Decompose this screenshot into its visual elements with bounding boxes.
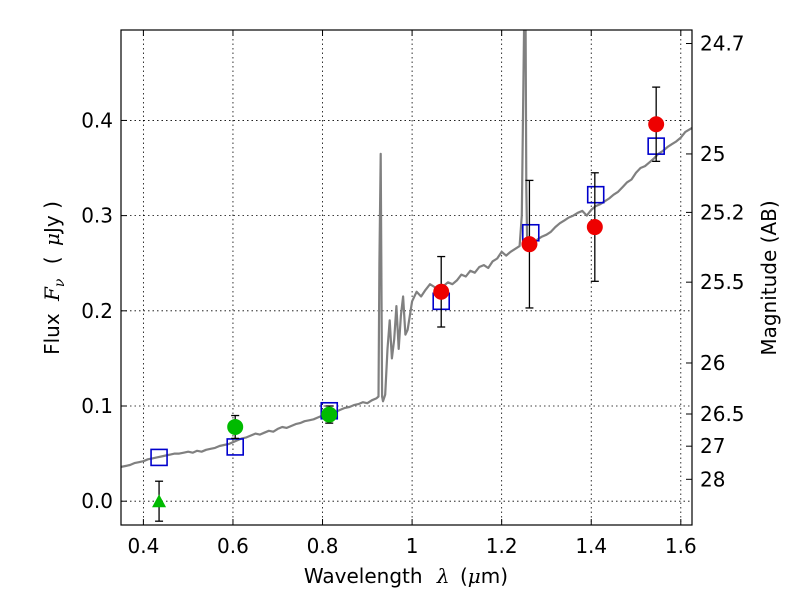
spectrum-layer <box>121 30 692 468</box>
model-photometry-marker <box>150 448 168 467</box>
upper-limit-marker <box>152 494 167 508</box>
magnitude-tick-label: 25 <box>700 142 725 166</box>
y-tick-label: 0.0 <box>81 489 113 513</box>
observed-flux-marker <box>321 406 338 423</box>
x-tick-label: 1.6 <box>665 534 697 558</box>
y-tick-label: 0.3 <box>81 204 113 228</box>
grid-lines <box>121 30 692 525</box>
tick-layer: 0.4 0.6 0.8 1 1.2 1.4 1.6 0.0 0.1 0.2 0.3 0.4 24.7 25… <box>81 30 745 558</box>
x-axis-unit-mu: μ <box>468 564 481 588</box>
observed-flux-marker <box>227 418 244 435</box>
plot-frame <box>120 29 693 526</box>
x-tick-label: 0.4 <box>127 534 159 558</box>
observed-flux-marker <box>648 116 665 133</box>
x-tick-label: 1.2 <box>486 534 518 558</box>
y-axis-label-text: Flux <box>40 313 64 355</box>
magnitude-tick-label: 28 <box>700 467 725 491</box>
x-tick-label: 0.8 <box>307 534 339 558</box>
magnitude-tick-label: 26 <box>700 351 725 375</box>
observed-flux-marker <box>586 219 603 236</box>
magnitude-tick-label: 25.5 <box>700 270 745 294</box>
y-axis-subscript: ν <box>52 278 68 287</box>
y-axis-label: Flux Fν ( μJy ) <box>40 201 69 355</box>
y-axis-symbol: F <box>40 286 64 302</box>
y-tick-label: 0.4 <box>81 108 113 132</box>
y-tick-label: 0.2 <box>81 299 113 323</box>
x-axis-label-text: Wavelength <box>304 564 423 588</box>
x-tick-label: 0.6 <box>217 534 249 558</box>
magnitude-tick-label: 27 <box>700 434 725 458</box>
x-tick-label: 1 <box>406 534 419 558</box>
marker-layer <box>150 86 665 522</box>
x-axis-unit-open: ( <box>460 564 468 588</box>
y-axis-unit-mu: μ <box>40 233 64 246</box>
magnitude-tick-label: 26.5 <box>700 402 745 426</box>
magnitude-tick-label: 24.7 <box>700 32 745 56</box>
model-spectrum-line <box>121 30 692 468</box>
x-axis-symbol: λ <box>436 564 450 588</box>
model-photometry-marker <box>586 185 605 204</box>
magnitude-tick-label: 25.2 <box>700 200 745 224</box>
magnitude-axis-label: Magnitude (AB) <box>757 200 781 355</box>
x-tick-label: 1.4 <box>575 534 607 558</box>
observed-flux-marker <box>433 283 450 300</box>
y-axis-unit-open: ( <box>40 256 64 264</box>
y-axis-unit-rest: Jy ) <box>40 201 64 235</box>
x-axis-unit-rest: m) <box>481 564 508 588</box>
observed-flux-marker <box>521 236 538 253</box>
x-axis-label: Wavelength λ (μm) <box>304 564 508 588</box>
y-tick-label: 0.1 <box>81 394 113 418</box>
